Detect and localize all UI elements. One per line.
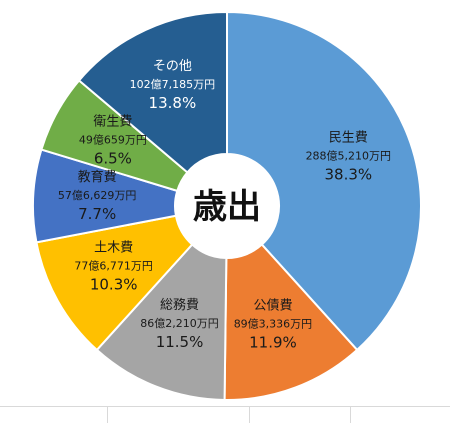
- donut-slices: [32, 10, 422, 401]
- slice-label-debt-service: 公債費 89億3,336万円 11.9%: [234, 299, 313, 352]
- slice-label-other: その他 102億7,185万円 13.8%: [130, 59, 216, 112]
- slice-amount-other: 102億7,185万円: [130, 78, 216, 91]
- slice-name-sanitation: 衛生費: [93, 115, 132, 130]
- slice-labels: 民生費 288億5,210万円 38.3% 公債費 89億3,336万円 11.9% 総務費…: [58, 59, 391, 352]
- slice-amount-debt-service: 89億3,336万円: [234, 318, 313, 331]
- center-label: 歳出: [193, 187, 261, 227]
- slice-percent-general-affairs: 11.5%: [156, 333, 204, 351]
- slice-percent-debt-service: 11.9%: [249, 334, 297, 352]
- slice-name-debt-service: 公債費: [253, 299, 292, 314]
- grid-line-vertical-2: [249, 406, 250, 423]
- slice-percent-welfare: 38.3%: [324, 165, 372, 183]
- slice-percent-sanitation: 6.5%: [94, 150, 132, 168]
- slice-name-general-affairs: 総務費: [160, 298, 199, 313]
- slice-amount-general-affairs: 86億2,210万円: [140, 317, 219, 330]
- slice-label-welfare: 民生費 288億5,210万円 38.3%: [306, 130, 392, 183]
- slice-label-sanitation: 衛生費 49億659万円 6.5%: [79, 115, 147, 168]
- slice-name-other: その他: [153, 59, 192, 74]
- grid-line-bottom: [0, 406, 450, 407]
- slice-label-education: 教育費 57億6,629万円 7.7%: [58, 169, 137, 223]
- slice-amount-education: 57億6,629万円: [58, 189, 137, 202]
- slice-name-civil-engineering: 土木費: [94, 241, 133, 256]
- slice-amount-sanitation: 49億659万円: [79, 134, 147, 147]
- slice-label-civil-engineering: 土木費 77億6,771万円 10.3%: [74, 241, 153, 294]
- slice-percent-other: 13.8%: [149, 94, 197, 112]
- slice-amount-welfare: 288億5,210万円: [306, 149, 392, 162]
- slice-percent-civil-engineering: 10.3%: [90, 276, 138, 294]
- slice-label-general-affairs: 総務費 86億2,210万円 11.5%: [140, 298, 219, 351]
- slice-name-welfare: 民生費: [329, 130, 368, 145]
- grid-line-vertical-1: [107, 406, 108, 423]
- donut-hole: [175, 154, 279, 258]
- slice-amount-civil-engineering: 77億6,771万円: [74, 260, 153, 273]
- slice-name-education: 教育費: [78, 169, 117, 185]
- grid-line-vertical-3: [350, 406, 351, 423]
- slice-percent-education: 7.7%: [78, 205, 116, 223]
